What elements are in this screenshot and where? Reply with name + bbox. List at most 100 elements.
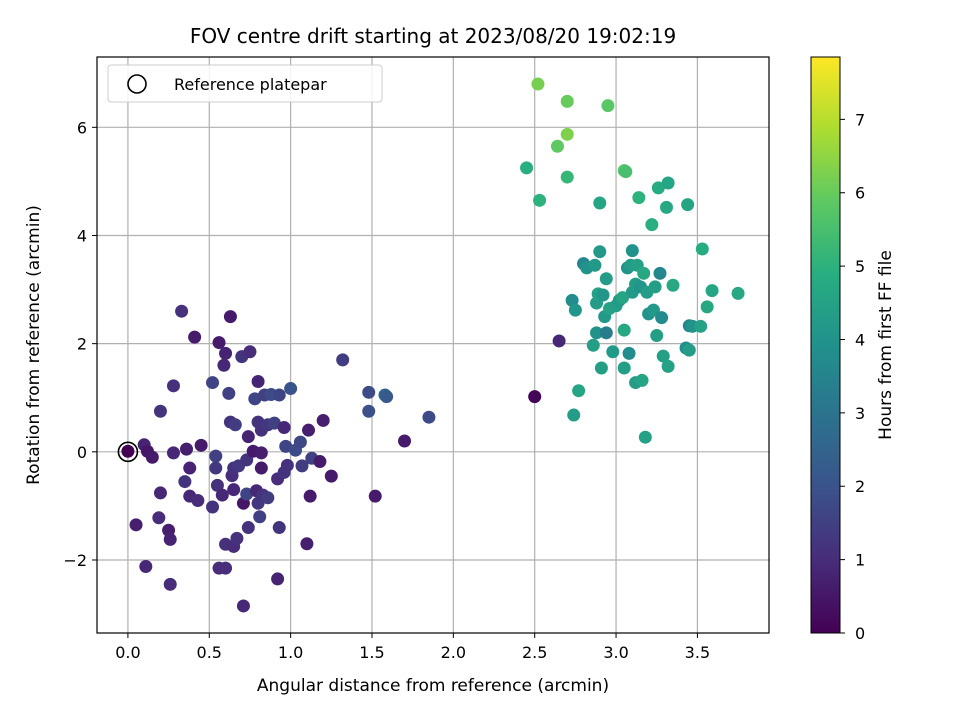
data-point xyxy=(179,442,193,456)
colorbar-label: Hours from first FF file xyxy=(876,250,896,440)
data-point xyxy=(650,329,664,343)
data-point xyxy=(606,345,620,359)
colorbar-tick-label: 3 xyxy=(855,404,865,423)
data-point xyxy=(550,139,564,153)
data-point xyxy=(254,461,268,475)
plot-frame xyxy=(96,56,770,634)
data-point xyxy=(632,191,646,205)
data-point xyxy=(659,200,673,214)
data-point xyxy=(280,458,294,472)
data-point xyxy=(593,245,607,259)
legend-entry-label: Reference platepar xyxy=(174,75,327,94)
chart-title: FOV centre drift starting at 2023/08/20 … xyxy=(190,24,676,48)
data-point xyxy=(619,165,633,179)
data-point xyxy=(267,416,281,430)
x-tick-label: 2.0 xyxy=(441,643,466,662)
data-point xyxy=(206,500,220,514)
data-point xyxy=(666,278,680,292)
data-point xyxy=(230,531,244,545)
data-point xyxy=(637,266,651,280)
data-point xyxy=(139,559,153,573)
reference-marker-layer xyxy=(117,441,139,463)
data-point xyxy=(648,280,662,294)
x-axis-ticks: 0.0 0.5 1.0 1.5 2.0 2.5 3.0 3.5 xyxy=(115,633,710,662)
x-axis-label: Angular distance from reference (arcmin) xyxy=(257,676,609,696)
data-point xyxy=(635,373,649,387)
x-tick-label: 0.5 xyxy=(197,643,222,662)
data-point xyxy=(284,382,298,396)
y-axis-label: Rotation from reference (arcmin) xyxy=(24,205,44,485)
data-point xyxy=(336,353,350,367)
data-point xyxy=(695,242,709,256)
data-point xyxy=(209,449,223,463)
data-point xyxy=(254,446,268,460)
data-point xyxy=(560,170,574,184)
data-point xyxy=(212,336,226,350)
data-point xyxy=(303,489,317,503)
data-point xyxy=(129,518,143,532)
data-point xyxy=(223,310,237,324)
data-point xyxy=(368,489,382,503)
colorbar-tick-label: 2 xyxy=(855,477,865,496)
colorbar-ticks: 0 1 2 3 4 5 6 7 xyxy=(840,110,865,643)
data-point xyxy=(210,478,224,492)
data-point xyxy=(586,338,600,352)
data-point xyxy=(651,181,665,195)
data-point xyxy=(272,388,286,402)
data-point xyxy=(661,359,675,373)
y-tick-label: 2 xyxy=(77,335,87,354)
data-point xyxy=(380,390,394,404)
data-point xyxy=(362,385,376,399)
data-point xyxy=(625,244,639,258)
data-point xyxy=(293,435,307,449)
data-point xyxy=(253,510,267,524)
data-point xyxy=(217,358,231,372)
data-point xyxy=(617,323,631,337)
grid-lines xyxy=(97,57,769,633)
data-point xyxy=(206,376,220,390)
legend-marker-icon xyxy=(127,74,147,94)
data-point xyxy=(219,346,233,360)
data-point xyxy=(279,439,293,453)
data-point xyxy=(594,361,608,375)
colorbar-tick-label: 5 xyxy=(855,257,865,276)
legend: Reference platepar xyxy=(107,64,383,103)
data-point xyxy=(616,291,630,305)
x-tick-label: 0.0 xyxy=(115,643,140,662)
data-point xyxy=(300,537,314,551)
data-point xyxy=(248,392,262,406)
colorbar-tick-label: 6 xyxy=(855,184,865,203)
data-point xyxy=(227,483,241,497)
data-point xyxy=(655,311,669,325)
data-point xyxy=(121,444,135,458)
data-point xyxy=(682,343,696,357)
data-point xyxy=(241,430,255,444)
data-point xyxy=(681,198,695,212)
data-point xyxy=(166,379,180,393)
data-point xyxy=(240,487,254,501)
data-point xyxy=(153,486,167,500)
data-point xyxy=(145,450,159,464)
data-point xyxy=(313,455,327,469)
data-point xyxy=(705,284,719,298)
data-point xyxy=(638,430,652,444)
colorbar-tick-label: 1 xyxy=(855,551,865,570)
data-point xyxy=(645,218,659,232)
data-point xyxy=(533,193,547,207)
data-point xyxy=(596,288,610,302)
colorbar-tick-label: 4 xyxy=(855,330,865,349)
data-point xyxy=(568,303,582,317)
data-point xyxy=(241,521,255,535)
data-point xyxy=(251,375,265,389)
data-point xyxy=(593,196,607,210)
data-point xyxy=(324,469,338,483)
data-points xyxy=(121,77,745,613)
data-point xyxy=(163,577,177,591)
data-point xyxy=(560,127,574,141)
data-point xyxy=(590,326,604,340)
data-point xyxy=(646,303,660,317)
data-point xyxy=(599,272,613,286)
data-point xyxy=(700,300,714,314)
legend-box xyxy=(107,64,383,103)
data-point xyxy=(362,404,376,418)
